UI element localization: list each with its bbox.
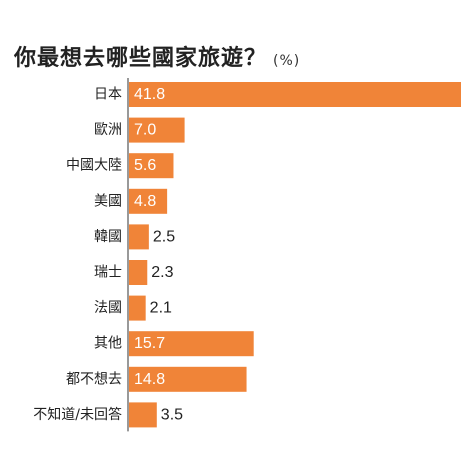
category-label: 瑞士 — [94, 265, 122, 281]
value-label: 4.8 — [134, 193, 156, 210]
category-label: 日本 — [94, 87, 122, 103]
chart-title: 你最想去哪些國家旅遊？ (%) — [14, 40, 300, 72]
bar — [129, 153, 174, 179]
category-label: 不知道/未回答 — [33, 406, 122, 423]
value-label: 15.7 — [134, 335, 165, 352]
bar — [129, 295, 146, 321]
bar — [129, 366, 247, 392]
bar — [129, 260, 148, 285]
chart-title-text: 你最想去哪些國家旅遊？ — [14, 46, 268, 71]
category-label: 其他 — [94, 336, 122, 352]
value-label: 41.8 — [134, 86, 165, 103]
bar — [129, 402, 157, 428]
value-label: 3.5 — [161, 406, 183, 423]
bar — [129, 82, 461, 107]
bar — [129, 117, 185, 143]
category-label: 中國大陸 — [66, 158, 122, 174]
value-label: 2.1 — [150, 300, 172, 317]
bar — [129, 188, 168, 214]
category-label: 法國 — [94, 300, 122, 316]
category-label: 都不想去 — [66, 371, 122, 387]
bar — [129, 224, 149, 250]
chart-unit: (%) — [273, 53, 301, 69]
value-label: 5.6 — [134, 157, 156, 174]
value-label: 2.3 — [151, 264, 173, 281]
category-label: 美國 — [94, 193, 122, 209]
value-label: 14.8 — [134, 371, 165, 388]
value-label: 7.0 — [134, 122, 156, 139]
bar — [129, 331, 254, 357]
value-label: 2.5 — [153, 228, 175, 245]
category-label: 歐洲 — [94, 122, 122, 138]
category-label: 韓國 — [94, 229, 122, 245]
